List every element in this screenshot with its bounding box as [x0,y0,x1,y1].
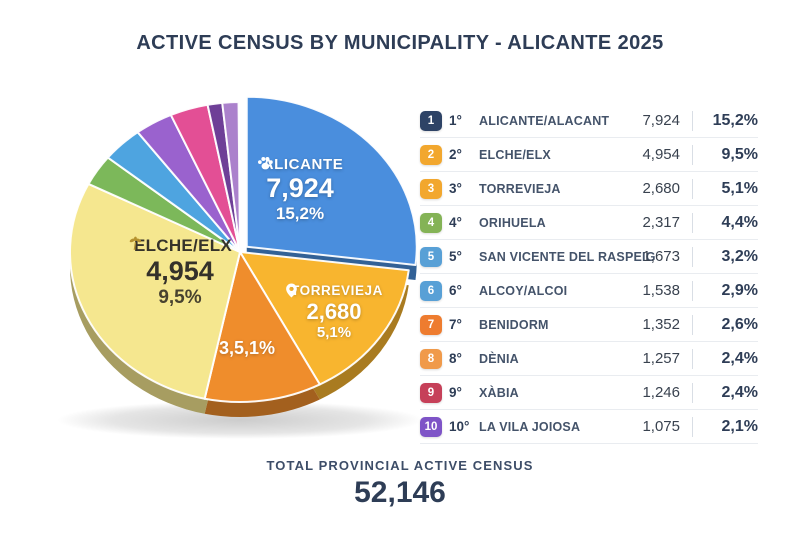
ranking-row: 2 2° ELCHE/ELX 4,954 9,5% [420,138,758,172]
census-percent: 2,9% [721,281,758,299]
ranking-row: 7 7° BENIDORM 1,352 2,6% [420,308,758,342]
census-value: 2,317 [642,214,680,231]
municipality-name: ALICANTE/ALACANT [479,113,610,128]
rank-badge: 7 [420,314,442,335]
rank-badge: 1 [420,110,442,131]
census-value: 1,352 [642,316,680,333]
column-divider [692,178,693,199]
rank-ordinal: 10° [449,419,470,434]
pie-slice-elche [69,182,241,400]
ranking-row: 9 9° XÀBIA 1,246 2,4% [420,376,758,410]
pie-slice-orange-segment [203,251,321,403]
rank-badge: 9 [420,382,442,403]
page-title: ACTIVE CENSUS BY MUNICIPALITY - ALICANTE… [136,32,664,54]
municipality-name: DÈNIA [479,351,519,366]
total-value: 52,146 [354,476,446,509]
municipality-name: BENIDORM [479,317,549,332]
ranking-row: 1 1° ALICANTE/ALACANT 7,924 15,2% [420,104,758,138]
census-value: 1,257 [642,350,680,367]
rank-ordinal: 2° [449,147,462,162]
municipality-name: ORIHUELA [479,215,546,230]
pie-shadow [57,401,423,439]
rank-ordinal: 8° [449,351,462,366]
ranking-row: 5 5° SAN VICENTE DEL RASPEIG 1,673 3,2% [420,240,758,274]
ranking-list: 1 1° ALICANTE/ALACANT 7,924 15,2% 2 2° ELCHE/EL… [420,104,758,444]
municipality-name: ELCHE/ELX [479,147,551,162]
census-value: 1,538 [642,282,680,299]
rank-ordinal: 4° [449,215,462,230]
ranking-row: 10 10° LA VILA JOIOSA 1,075 2,1% [420,410,758,444]
rank-ordinal: 6° [449,283,462,298]
census-value: 1,673 [642,248,680,265]
census-value: 2,680 [642,180,680,197]
municipality-name: TORREVIEJA [479,181,561,196]
column-divider [692,382,693,403]
census-percent: 2,6% [721,315,758,333]
census-percent: 3,2% [721,247,758,265]
ranking-row: 8 8° DÈNIA 1,257 2,4% [420,342,758,376]
census-percent: 5,1% [721,179,758,197]
column-divider [692,416,693,437]
municipality-name: XÀBIA [479,385,519,400]
pie-slice-mauve-segment [221,101,241,253]
rank-badge: 10 [420,416,442,437]
rank-badge: 3 [420,178,442,199]
column-divider [692,348,693,369]
census-value: 7,924 [642,112,680,129]
pie-slice-torrevieja [239,251,410,386]
rank-ordinal: 5° [449,249,462,264]
pie-chart: ALICANTE 7,924 15,2% ELCHE/ELX 4,954 9,5… [38,86,442,454]
total-block: TOTAL PROVINCIAL ACTIVE CENSUS 52,146 [0,458,800,510]
column-divider [692,280,693,301]
ranking-row: 4 4° ORIHUELA 2,317 4,4% [420,206,758,240]
municipality-name: ALCOY/ALCOI [479,283,568,298]
column-divider [692,144,693,165]
rank-ordinal: 9° [449,385,462,400]
census-percent: 2,4% [721,383,758,401]
municipality-name: SAN VICENTE DEL RASPEIG [479,249,656,264]
pie-slice-alicante [245,95,418,267]
census-percent: 2,4% [721,349,758,367]
total-label: TOTAL PROVINCIAL ACTIVE CENSUS [266,458,534,473]
ranking-row: 3 3° TORREVIEJA 2,680 5,1% [420,172,758,206]
column-divider [692,110,693,131]
census-percent: 4,4% [721,213,758,231]
census-percent: 9,5% [721,145,758,163]
rank-badge: 2 [420,144,442,165]
rank-badge: 8 [420,348,442,369]
column-divider [692,246,693,267]
census-percent: 2,1% [721,417,758,435]
pie-svg [57,95,423,439]
ranking-row: 6 6° ALCOY/ALCOI 1,538 2,9% [420,274,758,308]
column-divider [692,212,693,233]
rank-ordinal: 3° [449,181,462,196]
municipality-name: LA VILA JOIOSA [479,419,581,434]
census-value: 1,075 [642,418,680,435]
rank-badge: 4 [420,212,442,233]
rank-ordinal: 7° [449,317,462,332]
census-value: 4,954 [642,146,680,163]
census-value: 1,246 [642,384,680,401]
rank-ordinal: 1° [449,113,462,128]
column-divider [692,314,693,335]
census-percent: 15,2% [712,111,758,129]
rank-badge: 6 [420,280,442,301]
rank-badge: 5 [420,246,442,267]
